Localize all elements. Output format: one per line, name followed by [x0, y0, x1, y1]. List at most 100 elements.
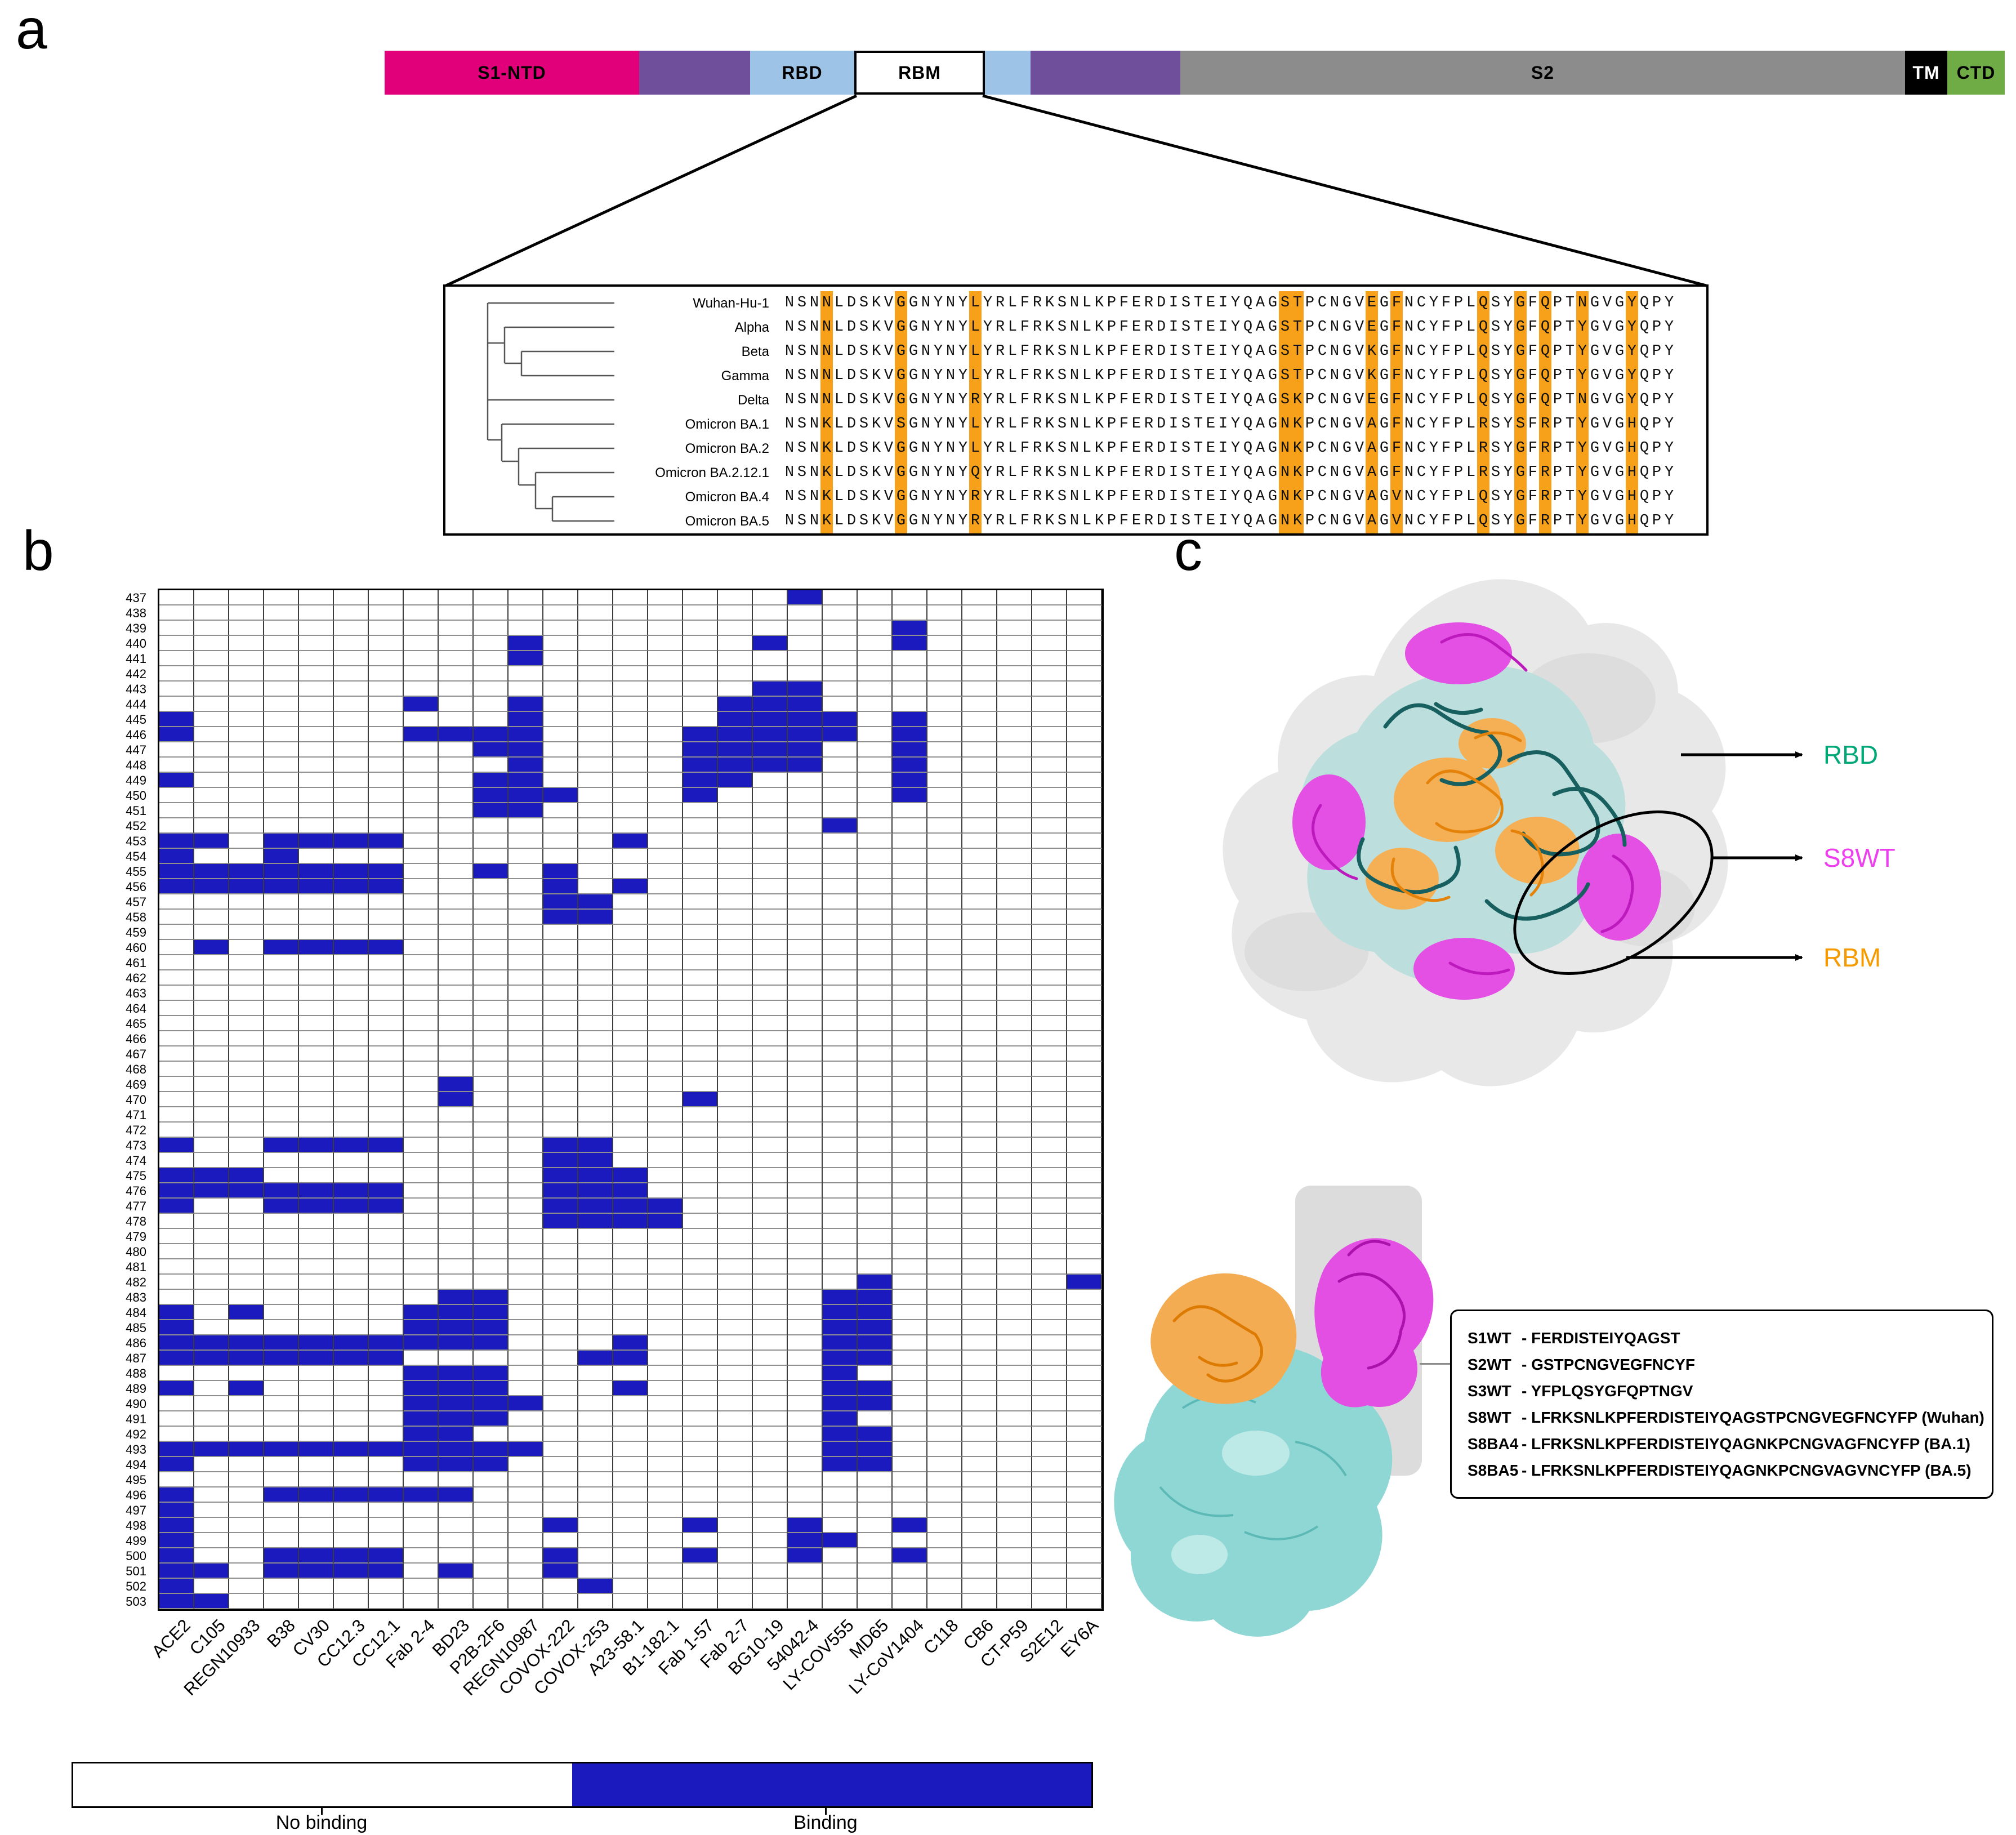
heatmap-cell-462-Fab 2-7 [718, 970, 753, 986]
sequence-char: G [1268, 488, 1278, 505]
sequence-char: V [884, 416, 894, 433]
sequence-char: A [1255, 416, 1265, 433]
heatmap-cell-497-ACE2 [159, 1503, 194, 1518]
heatmap-cell-438-CC12.3 [334, 605, 369, 621]
sequence-char: S [1181, 319, 1191, 336]
heatmap-cell-469-LY-CoV1404 [893, 1077, 927, 1092]
heatmap-cell-464-54042-4 [788, 1001, 823, 1016]
heatmap-cell-472-B38 [264, 1123, 299, 1138]
heatmap-cell-499-COVOX-253 [578, 1533, 613, 1548]
heatmap-cell-481-BD23 [439, 1259, 474, 1275]
heatmap-row-label: 481 [126, 1260, 146, 1274]
sequence-char: F [1528, 513, 1538, 529]
sequence-char: K [1094, 513, 1104, 529]
sequence-char: G [908, 319, 918, 336]
heatmap-cell-452-BD23 [439, 818, 474, 834]
heatmap-cell-480-B38 [264, 1244, 299, 1259]
heatmap-cell-438-REGN10933 [229, 605, 264, 621]
heatmap-cell-496-LY-COV555 [823, 1487, 858, 1503]
heatmap-cell-438-COVOX-222 [543, 605, 578, 621]
heatmap-cell-491-BD23 [439, 1411, 474, 1427]
heatmap-cell-478-C118 [927, 1214, 962, 1229]
sequence-char: P [1453, 464, 1464, 481]
sequence-char: S [797, 440, 807, 457]
heatmap-cell-494-BD23 [439, 1457, 474, 1472]
heatmap-cell-495-Fab 1-57 [683, 1472, 718, 1487]
sequence-char: F [1119, 440, 1129, 457]
heatmap-cell-448-REGN10933 [229, 758, 264, 773]
heatmap-cell-493-A23-58.1 [613, 1442, 648, 1457]
heatmap-cell-445-EY6A [1067, 712, 1102, 727]
heatmap-cell-483-C105 [194, 1290, 229, 1305]
heatmap-cell-479-BD23 [439, 1229, 474, 1244]
heatmap-cell-461-COVOX-222 [543, 955, 578, 970]
heatmap-cell-461-BG10-19 [753, 955, 788, 970]
sequence-char: G [1514, 364, 1527, 388]
heatmap-row-label: 479 [126, 1230, 146, 1244]
sequence-char: D [846, 416, 857, 433]
rbm-patch-orange [1150, 1273, 1297, 1404]
heatmap-cell-443-B1-182.1 [648, 682, 683, 697]
heatmap-cell-455-COVOX-222 [543, 864, 578, 879]
heatmap-cell-443-BG10-19 [753, 682, 788, 697]
heatmap-cell-472-BG10-19 [753, 1123, 788, 1138]
sequence-char: P [1107, 513, 1117, 529]
heatmap-cell-482-B1-182.1 [648, 1275, 683, 1290]
heatmap-cell-502-BG10-19 [753, 1579, 788, 1594]
heatmap-cell-491-BG10-19 [753, 1411, 788, 1427]
sequence-char: D [846, 513, 857, 529]
heatmap-row-label: 447 [126, 743, 146, 757]
heatmap-cell-482-MD65 [858, 1275, 893, 1290]
heatmap-cell-445-LY-CoV1404 [893, 712, 927, 727]
heatmap-cell-471-S2E12 [1032, 1107, 1067, 1123]
sequence-char: K [1045, 367, 1055, 384]
heatmap-cell-490-CB6 [962, 1396, 997, 1411]
heatmap-cell-450-LY-CoV1404 [893, 788, 927, 803]
sequence-char: D [1156, 416, 1166, 433]
heatmap-cell-472-54042-4 [788, 1123, 823, 1138]
heatmap-cell-473-C118 [927, 1138, 962, 1153]
heatmap-cell-474-MD65 [858, 1153, 893, 1168]
heatmap-cell-487-B1-182.1 [648, 1351, 683, 1366]
heatmap-cell-453-CT-P59 [997, 834, 1032, 849]
heatmap-cell-501-MD65 [858, 1564, 893, 1579]
heatmap-row-label: 464 [126, 1001, 146, 1016]
heatmap-cell-473-LY-COV555 [823, 1138, 858, 1153]
heatmap-row-label: 487 [126, 1351, 146, 1365]
sequence-char: N [1330, 391, 1340, 408]
sequence-char: A [1255, 513, 1265, 529]
heatmap-cell-442-A23-58.1 [613, 666, 648, 682]
sequence-char: G [1614, 343, 1625, 360]
sequence-char: G [1268, 513, 1278, 529]
sequence-char: H [1626, 412, 1638, 437]
heatmap-cell-471-B38 [264, 1107, 299, 1123]
sequence-char: K [871, 513, 881, 529]
heatmap-cell-451-B1-182.1 [648, 803, 683, 818]
sequence-char: C [1317, 295, 1327, 311]
heatmap-cell-443-54042-4 [788, 682, 823, 697]
heatmap-cell-489-ACE2 [159, 1381, 194, 1396]
heatmap-cell-475-MD65 [858, 1168, 893, 1183]
heatmap-cell-457-EY6A [1067, 894, 1102, 910]
sequence-char: P [1652, 488, 1662, 505]
heatmap-cell-454-MD65 [858, 849, 893, 864]
heatmap-cell-494-B38 [264, 1457, 299, 1472]
heatmap-cell-455-A23-58.1 [613, 864, 648, 879]
heatmap-cell-468-CV30 [299, 1062, 334, 1077]
heatmap-cell-496-54042-4 [788, 1487, 823, 1503]
heatmap-cell-478-CC12.1 [369, 1214, 404, 1229]
sequence-char: R [1032, 488, 1042, 505]
heatmap-cell-488-Fab 2-7 [718, 1366, 753, 1381]
sequence-char: N [1404, 464, 1414, 481]
heatmap-row-label: 448 [126, 758, 146, 772]
heatmap-cell-451-Fab 2-7 [718, 803, 753, 818]
heatmap-cell-448-MD65 [858, 758, 893, 773]
heatmap-cell-455-Fab 2-4 [404, 864, 439, 879]
heatmap-cell-482-CB6 [962, 1275, 997, 1290]
heatmap-cell-455-MD65 [858, 864, 893, 879]
sequence-char: G [1342, 319, 1352, 336]
sequence-char: G [1514, 291, 1527, 315]
heatmap-cell-477-B38 [264, 1199, 299, 1214]
sequence-char: G [1379, 464, 1389, 481]
heatmap-cell-439-CC12.3 [334, 621, 369, 636]
